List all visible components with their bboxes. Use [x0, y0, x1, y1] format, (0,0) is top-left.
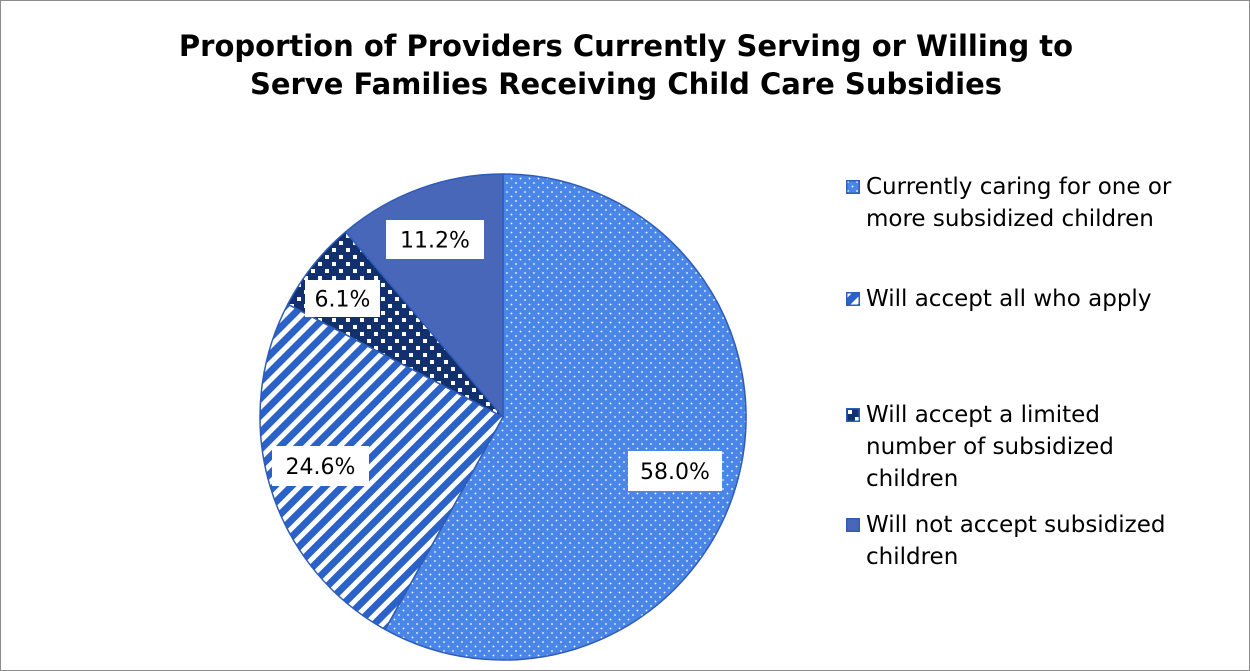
legend-swatch — [846, 518, 860, 532]
data-label-box — [386, 220, 484, 259]
legend-label-line: more subsidized children — [866, 206, 1154, 232]
legend-label-line: Will not accept subsidized — [866, 512, 1166, 538]
legend-label-line: number of subsidized — [866, 434, 1114, 460]
legend-label-line: Currently caring for one or — [866, 174, 1172, 200]
chart-title-line-2: Serve Families Receiving Child Care Subs… — [249, 67, 1003, 101]
data-label-2: 24.6% — [272, 446, 369, 486]
data-label-box — [305, 280, 380, 317]
data-label-text: 11.2% — [400, 229, 470, 254]
legend-label: Will accept a limited number of subsidize… — [866, 399, 1216, 495]
legend-swatch — [846, 292, 860, 306]
chart-title-line-1: Proportion of Providers Currently Servin… — [178, 29, 1074, 63]
data-label-3: 6.1% — [305, 280, 380, 317]
legend-label: Will accept all who apply — [866, 283, 1216, 315]
pie-data-labels: 58.0% 24.6% 6.1% 11.2% — [272, 220, 722, 491]
legend-label-line: children — [866, 466, 959, 492]
data-label-text: 58.0% — [640, 460, 710, 485]
pie-slices — [259, 173, 747, 661]
legend-label: Currently caring for one or more subsidiz… — [866, 171, 1216, 235]
data-label-text: 6.1% — [315, 288, 371, 313]
legend-label: Will not accept subsidized children — [866, 509, 1216, 573]
data-label-1: 58.0% — [628, 451, 722, 491]
pie-slice-1 — [384, 173, 747, 661]
data-label-text: 24.6% — [286, 455, 356, 480]
data-label-box — [628, 451, 722, 491]
legend-label-line: Will accept a limited — [866, 402, 1100, 428]
legend-swatch — [846, 180, 860, 194]
data-label-4: 11.2% — [386, 220, 484, 259]
chart-title: Proportion of Providers Currently Servin… — [61, 27, 1191, 103]
data-label-box — [272, 446, 369, 486]
legend-label-line: children — [866, 544, 959, 570]
legend-swatch — [846, 408, 860, 422]
legend-label-line: Will accept all who apply — [866, 286, 1152, 312]
